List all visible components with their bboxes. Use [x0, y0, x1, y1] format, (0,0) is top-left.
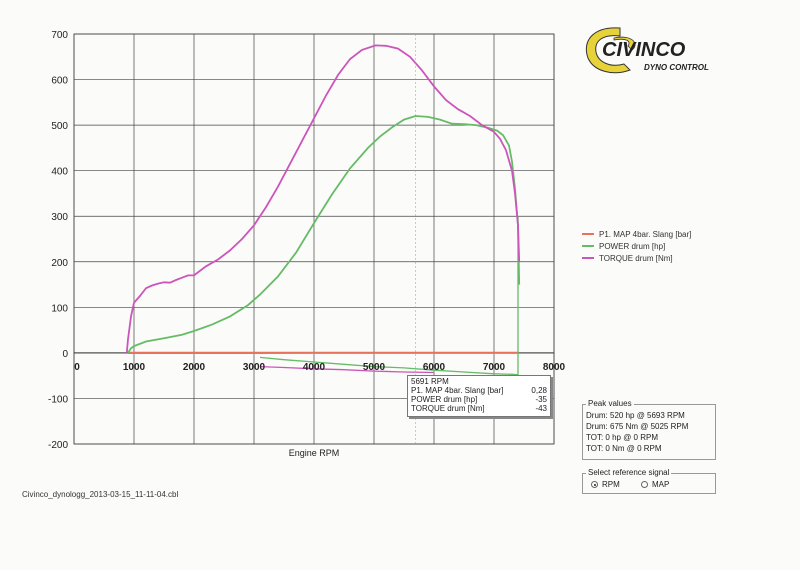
chart-ticks: 0 1000 2000 3000 4000 5000 6000 7000 8000-200-10… [48, 30, 566, 451]
peak-line: Drum: 520 hp @ 5693 RPM [586, 411, 685, 420]
power-line [127, 115, 521, 354]
reference-signal-title: Select reference signal [586, 468, 672, 477]
y-tick-label: 400 [51, 167, 68, 178]
legend-swatch-map [582, 233, 594, 235]
radio-rpm-label: RPM [602, 480, 620, 489]
civinco-logo: CIVINCO DYNO CONTROL [580, 24, 720, 84]
x-axis-title: Engine RPM [289, 448, 340, 458]
x-tick-label: 4000 [303, 362, 326, 373]
y-tick-label: 700 [51, 30, 68, 41]
torque-line-decel [259, 365, 435, 374]
radio-option-map[interactable]: MAP [641, 480, 669, 489]
readout-value: 0,28 [531, 386, 547, 395]
legend-item-torque: TORQUE drum [Nm] [582, 252, 691, 264]
legend-label-map: P1. MAP 4bar. Slang [bar] [599, 229, 692, 239]
x-tick-label: 3000 [243, 362, 266, 373]
x-tick-label: 6000 [423, 362, 446, 373]
peak-line: TOT: 0 hp @ 0 RPM [586, 433, 658, 442]
x-tick-label: 1000 [123, 362, 146, 373]
log-filename: Civinco_dynologg_2013-03-15_11-11-04.cbl [22, 490, 179, 499]
readout-value: -43 [535, 404, 547, 413]
chart-legend: P1. MAP 4bar. Slang [bar] POWER drum [hp… [582, 228, 691, 264]
y-tick-label: 500 [51, 121, 68, 132]
legend-item-map: P1. MAP 4bar. Slang [bar] [582, 228, 691, 240]
y-tick-label: 600 [51, 76, 68, 87]
legend-swatch-torque [582, 257, 594, 259]
power-line-decel [259, 216, 519, 376]
readout-row-power: POWER drum [hp] -35 [411, 395, 547, 404]
x-tick-label: 8000 [543, 362, 566, 373]
torque-line [125, 44, 521, 353]
radio-rpm-icon[interactable] [591, 481, 598, 488]
y-tick-label: -100 [48, 394, 68, 405]
legend-label-power: POWER drum [hp] [599, 241, 666, 251]
readout-label: TORQUE drum [Nm] [411, 404, 485, 413]
readout-row-torque: TORQUE drum [Nm] -43 [411, 404, 547, 413]
legend-label-torque: TORQUE drum [Nm] [599, 253, 673, 263]
logo-subtext: DYNO CONTROL [644, 63, 709, 72]
x-tick-label: 5000 [363, 362, 386, 373]
y-tick-label: 100 [51, 303, 68, 314]
readout-row-map: P1. MAP 4bar. Slang [bar] 0,28 [411, 386, 547, 395]
peak-values-panel: Peak values Drum: 520 hp @ 5693 RPM Drum… [582, 399, 716, 460]
radio-map-label: MAP [652, 480, 670, 489]
radio-option-rpm[interactable]: RPM [591, 480, 620, 489]
chart-series [125, 34, 521, 444]
radio-map-icon[interactable] [641, 481, 648, 488]
readout-value: -35 [535, 395, 547, 404]
readout-label: POWER drum [hp] [411, 395, 478, 404]
logo-text: CIVINCO [602, 39, 686, 61]
x-tick-label: 0 [74, 362, 80, 373]
readout-label: P1. MAP 4bar. Slang [bar] [411, 386, 504, 395]
x-tick-label: 7000 [483, 362, 506, 373]
y-tick-label: 0 [62, 349, 68, 360]
reference-signal-panel: Select reference signal RPM MAP [582, 468, 716, 494]
peak-line: TOT: 0 Nm @ 0 RPM [586, 444, 662, 453]
cursor-readout: 5691 RPM P1. MAP 4bar. Slang [bar] 0,28 … [407, 375, 551, 417]
legend-item-power: POWER drum [hp] [582, 240, 691, 252]
peak-values-title: Peak values [586, 399, 634, 408]
y-tick-label: 300 [51, 212, 68, 223]
legend-swatch-power [582, 245, 594, 247]
y-tick-label: -200 [48, 440, 68, 451]
peak-line: Drum: 675 Nm @ 5025 RPM [586, 422, 689, 431]
x-tick-label: 2000 [183, 362, 206, 373]
readout-rpm: 5691 RPM [411, 377, 449, 386]
y-tick-label: 200 [51, 258, 68, 269]
